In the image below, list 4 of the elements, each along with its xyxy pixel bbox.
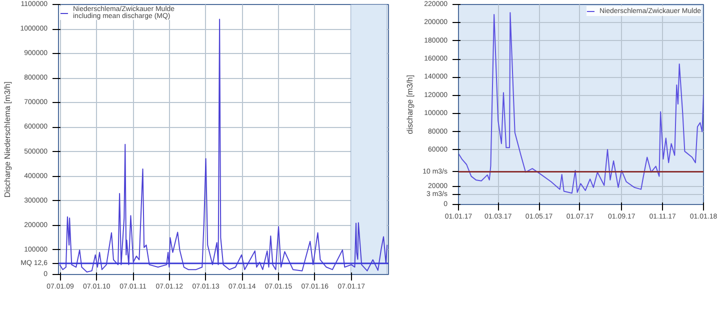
line-series [59, 18, 388, 273]
y-axis-title: Discharge Niederschlema [m3/h] [3, 81, 12, 198]
line-series [458, 12, 704, 194]
y-axis-title: discharge [m3/h] [406, 74, 415, 134]
